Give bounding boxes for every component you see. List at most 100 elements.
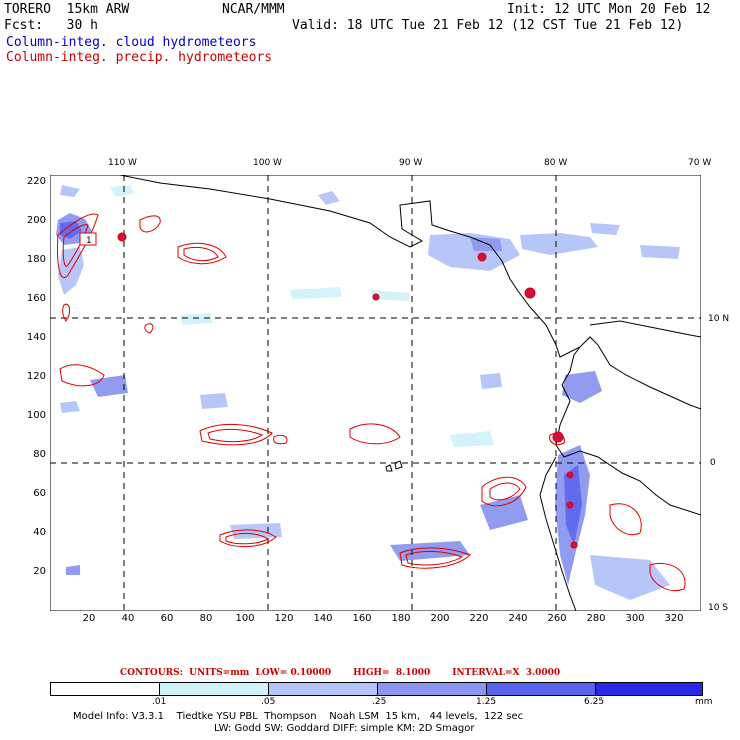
unit-label: mm — [695, 697, 713, 707]
y-tick: 60 — [33, 488, 46, 499]
contour — [62, 224, 89, 267]
contour — [405, 550, 464, 566]
contour — [273, 434, 288, 445]
coastline-central-america — [119, 175, 701, 410]
x-tick: 100 — [235, 613, 255, 624]
y-tick: 120 — [26, 371, 46, 382]
bin-label: .25 — [372, 697, 387, 707]
bin-label: 1.25 — [476, 697, 497, 707]
field-precip-label: Column-integ. precip. hydrometeors — [6, 50, 273, 65]
y-tick: 220 — [26, 176, 46, 187]
cloud-patch — [480, 495, 528, 530]
color-bin-2 — [269, 683, 378, 695]
galapagos-islands — [385, 460, 403, 472]
contour — [481, 476, 527, 507]
model-title: TORERO 15km ARW — [4, 2, 130, 17]
lon-label-80w: 80 W — [544, 158, 568, 168]
cloud-patch — [90, 375, 128, 397]
lat-label-10s: 10 S — [708, 603, 729, 613]
x-tick: 280 — [586, 613, 606, 624]
x-tick: 180 — [391, 613, 411, 624]
coastline-peru — [539, 456, 577, 611]
lat-label-0: 0 — [710, 458, 716, 468]
cloud-patch — [180, 313, 212, 325]
x-tick: 240 — [508, 613, 528, 624]
coastline-caribbean — [589, 320, 701, 338]
model-info-line1: Model Info: V3.3.1 Tiedtke YSU PBL Thomp… — [73, 711, 524, 722]
y-tick: 200 — [26, 215, 46, 226]
color-bin-3 — [378, 683, 487, 695]
color-bin-4 — [487, 683, 596, 695]
precip-core — [117, 232, 127, 242]
cloud-patch — [60, 221, 82, 239]
cloud-patch — [480, 373, 502, 389]
lon-label-110w: 110 W — [108, 158, 137, 168]
contour — [183, 246, 219, 262]
contour — [207, 428, 264, 443]
coastline-colombia-ecuador — [555, 346, 701, 516]
contour-label-box — [79, 232, 97, 246]
precip-core — [477, 252, 487, 262]
precip-core — [566, 471, 574, 479]
contour — [609, 503, 642, 535]
color-bar — [50, 682, 703, 696]
coastlines — [119, 175, 701, 611]
lon-label-100w: 100 W — [253, 158, 282, 168]
color-bin-1 — [160, 683, 269, 695]
cloud-patch — [450, 431, 494, 447]
precip-contours — [57, 213, 686, 591]
contour — [139, 215, 161, 233]
y-tick: 80 — [33, 449, 46, 460]
cloud-patch — [200, 393, 228, 409]
x-tick: 300 — [625, 613, 645, 624]
contour — [59, 364, 105, 387]
bin-label: .05 — [261, 697, 276, 707]
graticule — [50, 175, 701, 611]
map-frame — [50, 175, 701, 611]
init-time: Init: 12 UTC Mon 20 Feb 12 — [507, 2, 711, 17]
color-bin-5 — [596, 683, 702, 695]
field-cloud-label: Column-integ. cloud hydrometeors — [6, 35, 257, 50]
contour — [144, 323, 154, 334]
x-tick: 160 — [352, 613, 372, 624]
contour — [649, 563, 686, 591]
cloud-patch — [110, 185, 134, 197]
cloud-patch — [562, 371, 602, 403]
x-tick: 40 — [121, 613, 135, 624]
cloud-patch — [230, 523, 282, 539]
model-info-line2: LW: Godd SW: Goddard DIFF: simple KM: 2D… — [214, 723, 475, 734]
forecast-map — [50, 175, 701, 611]
y-tick: 20 — [33, 566, 46, 577]
cloud-patch — [60, 401, 80, 413]
color-bin-0 — [51, 683, 160, 695]
contour — [489, 482, 521, 501]
y-tick: 100 — [26, 410, 46, 421]
y-tick: 40 — [33, 527, 46, 538]
bin-label: .01 — [152, 697, 167, 707]
contours-info: CONTOURS: UNITS=mm LOW= 0.10000 HIGH= 8.… — [120, 668, 561, 678]
x-tick: 120 — [274, 613, 294, 624]
cloud-patch — [290, 287, 342, 299]
x-tick: 20 — [82, 613, 96, 624]
contour-label: 1 — [86, 236, 92, 246]
cloud-patch — [370, 290, 410, 301]
contour — [219, 529, 277, 547]
y-tick: 140 — [26, 332, 46, 343]
contour — [225, 532, 270, 545]
cloud-patch — [66, 565, 80, 575]
x-tick: 260 — [547, 613, 567, 624]
contour — [399, 547, 471, 569]
x-tick: 140 — [313, 613, 333, 624]
x-tick: 80 — [199, 613, 213, 624]
y-tick: 180 — [26, 254, 46, 265]
x-tick: 320 — [664, 613, 684, 624]
precip-core — [524, 287, 536, 299]
x-tick: 220 — [469, 613, 489, 624]
lon-label-70w: 70 W — [688, 158, 712, 168]
precip-core — [570, 541, 578, 549]
lon-label-90w: 90 W — [399, 158, 423, 168]
cloud-patch — [318, 191, 340, 205]
precip-core — [566, 501, 574, 509]
lat-label-10n: 10 N — [708, 314, 730, 324]
y-tick: 160 — [26, 293, 46, 304]
